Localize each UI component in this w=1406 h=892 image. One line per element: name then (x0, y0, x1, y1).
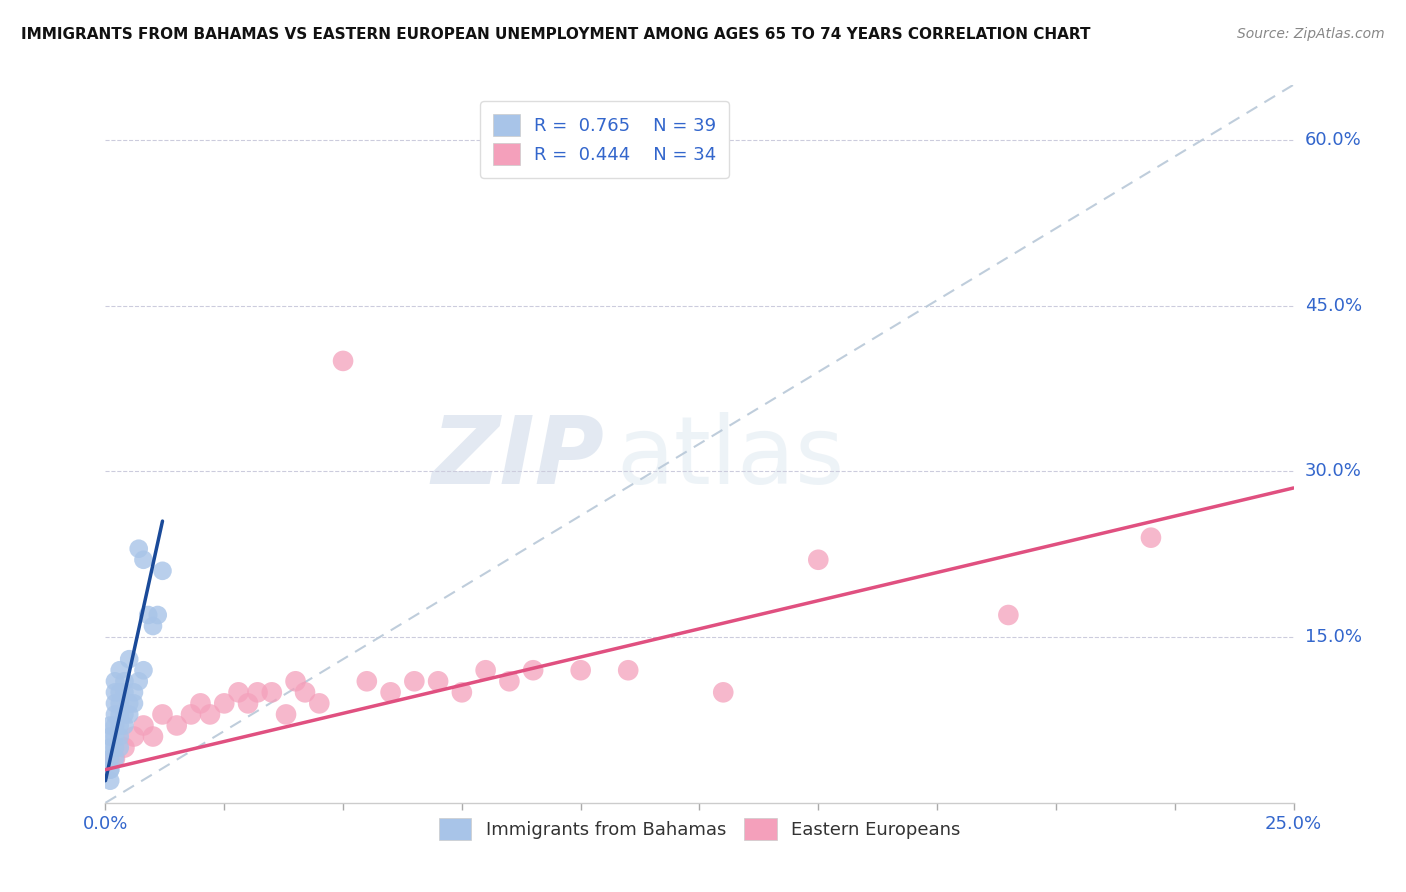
Point (114, 685, 136, 699)
Point (214, 697, 236, 711)
Text: ZIP: ZIP (432, 412, 605, 504)
Point (104, 697, 127, 711)
Point (132, 553, 155, 567)
Point (356, 674, 378, 689)
Point (104, 751, 127, 765)
Point (104, 730, 127, 744)
Point (98, 718, 121, 732)
Point (104, 685, 127, 699)
Point (122, 697, 145, 711)
Point (104, 751, 127, 765)
Point (332, 354, 354, 368)
Point (132, 663, 155, 677)
Point (450, 685, 472, 699)
Point (118, 707, 141, 722)
Point (136, 607, 159, 622)
Point (152, 564, 174, 578)
Point (180, 707, 202, 722)
Point (98, 740, 121, 755)
Point (380, 685, 402, 699)
Point (198, 707, 221, 722)
Point (1140, 531, 1163, 545)
Text: 45.0%: 45.0% (1305, 297, 1362, 315)
Point (190, 697, 212, 711)
Point (122, 685, 145, 699)
Point (404, 674, 426, 689)
Point (152, 707, 174, 722)
Point (108, 663, 131, 677)
Point (108, 730, 131, 744)
Point (294, 685, 316, 699)
Point (522, 663, 544, 677)
Point (118, 652, 141, 666)
Point (260, 685, 283, 699)
Point (128, 674, 150, 689)
Point (118, 697, 141, 711)
Legend: Immigrants from Bahamas, Eastern Europeans: Immigrants from Bahamas, Eastern Europea… (432, 811, 967, 847)
Text: 60.0%: 60.0% (1305, 131, 1361, 149)
Text: 30.0%: 30.0% (1305, 462, 1361, 481)
Text: atlas: atlas (616, 412, 845, 504)
Point (98, 763, 121, 777)
Point (142, 730, 165, 744)
Point (104, 707, 127, 722)
Text: Source: ZipAtlas.com: Source: ZipAtlas.com (1237, 27, 1385, 41)
Point (146, 607, 169, 622)
Point (122, 730, 145, 744)
Point (569, 663, 592, 677)
Point (284, 674, 307, 689)
Point (997, 607, 1019, 622)
Point (114, 740, 136, 755)
Point (104, 674, 127, 689)
Point (427, 674, 450, 689)
Point (166, 718, 188, 732)
Point (114, 707, 136, 722)
Point (498, 674, 520, 689)
Point (98, 730, 121, 744)
Point (104, 740, 127, 755)
Point (246, 685, 269, 699)
Point (98, 773, 121, 788)
Point (98, 763, 121, 777)
Point (228, 685, 250, 699)
Point (807, 553, 830, 567)
Point (114, 674, 136, 689)
Point (142, 619, 165, 633)
Point (474, 663, 496, 677)
Point (128, 541, 150, 556)
Text: IMMIGRANTS FROM BAHAMAS VS EASTERN EUROPEAN UNEMPLOYMENT AMONG AGES 65 TO 74 YEA: IMMIGRANTS FROM BAHAMAS VS EASTERN EUROP… (21, 27, 1091, 42)
Point (114, 718, 136, 732)
Point (108, 740, 131, 755)
Point (98, 751, 121, 765)
Point (132, 718, 155, 732)
Point (108, 685, 131, 699)
Point (617, 663, 640, 677)
Text: 15.0%: 15.0% (1305, 628, 1361, 646)
Point (711, 685, 734, 699)
Point (108, 697, 131, 711)
Point (108, 707, 131, 722)
Point (308, 697, 330, 711)
Point (108, 718, 131, 732)
Point (236, 697, 259, 711)
Point (274, 707, 297, 722)
Point (104, 718, 127, 732)
